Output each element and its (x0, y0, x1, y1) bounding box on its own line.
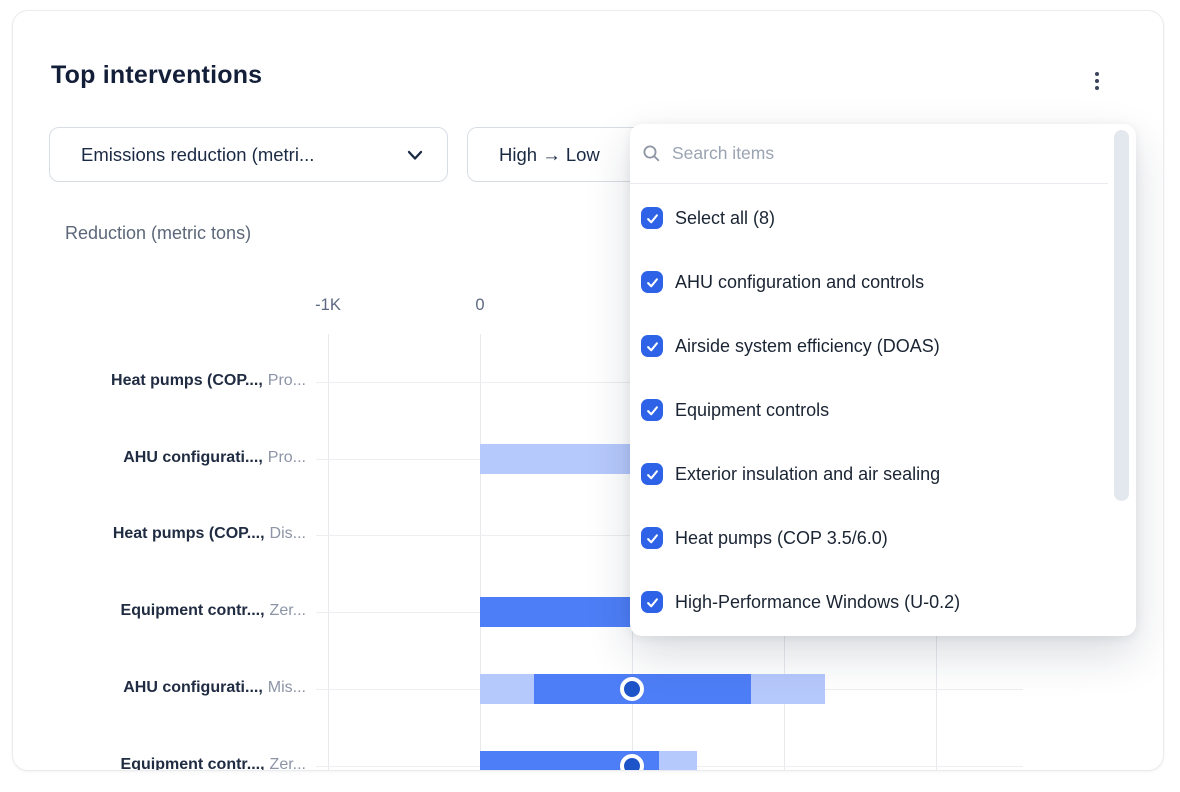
filter-item-label: High-Performance Windows (U-0.2) (675, 591, 961, 612)
filter-item-label: Equipment controls (675, 399, 830, 420)
filter-list-item[interactable]: Equipment controls (630, 378, 1108, 442)
scrollbar-thumb[interactable] (1114, 130, 1129, 501)
y-label-primary: AHU configurati..., (123, 679, 263, 696)
y-label-primary: AHU configurati..., (123, 449, 263, 466)
y-axis-labels: Heat pumps (COP..., Pro... AHU configurati… (13, 334, 306, 771)
page-title: Top interventions (51, 61, 263, 89)
kebab-dot (1095, 86, 1099, 90)
filter-item-label: Exterior insulation and air sealing (675, 463, 941, 484)
kebab-menu-button[interactable] (1084, 65, 1110, 97)
checkbox-checked-icon[interactable] (641, 591, 663, 613)
filter-list-item[interactable]: Exterior insulation and air sealing (630, 442, 1108, 506)
y-label-secondary: Pro... (267, 449, 306, 466)
y-axis-label: Heat pumps (COP..., Dis... (13, 525, 306, 543)
vertical-gridline (480, 334, 481, 770)
range-bar-segment[interactable] (659, 751, 698, 770)
y-label-secondary: Zer... (269, 756, 306, 771)
y-axis-label: Heat pumps (COP..., Pro... (13, 372, 306, 390)
search-icon (643, 145, 660, 162)
chart-axis-title: Reduction (metric tons) (65, 223, 252, 243)
filter-item-label: AHU configuration and controls (675, 271, 925, 292)
median-marker[interactable] (620, 754, 644, 770)
filter-item-label: Heat pumps (COP 3.5/6.0) (675, 527, 888, 548)
y-label-primary: Equipment contr..., (120, 602, 265, 619)
x-axis-tick-labels: -1K 0 (315, 296, 1022, 318)
range-bar-segment[interactable] (480, 751, 660, 770)
filter-list-item[interactable]: Heat pumps (COP 3.5/6.0) (630, 506, 1108, 570)
kebab-dot (1095, 72, 1099, 76)
checkbox-checked-icon[interactable] (641, 463, 663, 485)
search-input[interactable] (672, 143, 1052, 164)
filter-item-label: Select all (8) (675, 207, 776, 228)
y-label-secondary: Pro... (267, 372, 306, 389)
median-marker[interactable] (620, 677, 644, 701)
metric-dropdown-button[interactable]: Emissions reduction (metri... (49, 127, 448, 182)
y-axis-label: AHU configurati..., Mis... (13, 679, 306, 697)
filter-list-item[interactable]: High-Performance Windows (U-0.2) (630, 570, 1108, 634)
checkbox-checked-icon[interactable] (641, 399, 663, 421)
y-label-secondary: Mis... (267, 679, 306, 696)
divider (630, 183, 1108, 184)
range-bar-segment[interactable] (480, 674, 534, 704)
y-label-primary: Heat pumps (COP..., (112, 525, 265, 542)
y-label-secondary: Dis... (269, 525, 306, 542)
filter-dropdown-panel: Select all (8) AHU configuration and cont… (630, 124, 1136, 636)
range-bar-segment[interactable] (750, 674, 826, 704)
y-axis-label: AHU configurati..., Pro... (13, 449, 306, 467)
y-axis-label: Equipment contr..., Zer... (13, 756, 306, 771)
chevron-down-icon (405, 145, 425, 165)
checkbox-checked-icon[interactable] (641, 271, 663, 293)
metric-dropdown-label: Emissions reduction (metri... (81, 143, 315, 165)
search-row (630, 124, 1136, 183)
checkbox-checked-icon[interactable] (641, 207, 663, 229)
y-axis-label: Equipment contr..., Zer... (13, 602, 306, 620)
x-tick-label: -1K (315, 296, 341, 314)
kebab-dot (1095, 79, 1099, 83)
sort-dropdown-label: High → Low (499, 143, 600, 165)
checkbox-checked-icon[interactable] (641, 335, 663, 357)
filter-item-label: Airside system efficiency (DOAS) (675, 335, 940, 356)
y-label-primary: Equipment contr..., (120, 756, 265, 771)
x-tick-label: 0 (475, 296, 485, 314)
vertical-gridline (328, 334, 329, 770)
y-label-secondary: Zer... (269, 602, 306, 619)
filter-list-item[interactable]: AHU configuration and controls (630, 250, 1108, 314)
checkbox-checked-icon[interactable] (641, 527, 663, 549)
filter-list-item[interactable]: Airside system efficiency (DOAS) (630, 314, 1108, 378)
top-interventions-card: Top interventions Emissions reduction (m… (12, 10, 1164, 771)
filter-list-item[interactable]: Select all (8) (630, 186, 1108, 250)
y-label-primary: Heat pumps (COP..., (111, 372, 263, 389)
